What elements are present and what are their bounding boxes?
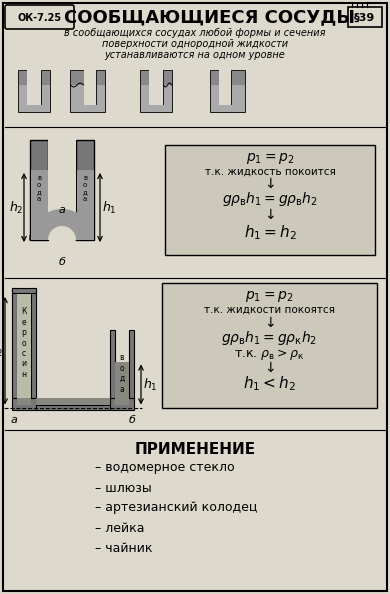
Bar [76,170,94,240]
Bar [163,70,172,105]
Bar [71,85,83,105]
Text: ОК-7.25: ОК-7.25 [18,13,62,23]
Bar [18,85,27,105]
Bar [149,70,163,105]
Bar [70,70,84,105]
Bar [18,105,50,112]
Bar [165,145,375,255]
Bar [210,70,219,105]
Bar [36,398,110,405]
Bar [41,85,50,105]
Bar [84,70,96,105]
Text: – водомерное стекло: – водомерное стекло [95,462,235,475]
Bar [12,288,17,398]
Text: – чайник: – чайник [95,542,152,555]
Text: б: б [58,257,66,267]
Text: поверхности однородной жидкости: поверхности однородной жидкости [102,39,288,49]
Polygon shape [30,208,94,240]
Text: §39: §39 [355,13,376,23]
Bar [232,85,245,105]
Bar [48,140,76,240]
Bar [231,70,245,105]
Text: $h_1$: $h_1$ [143,377,157,393]
Text: т.к. $\rho_{\rm в} > \rho_{\rm к}$: т.к. $\rho_{\rm в} > \rho_{\rm к}$ [234,346,305,362]
Bar [36,405,110,410]
Bar [110,398,134,410]
Text: $g\rho_{\rm в}h_1 = g\rho_{\rm к}h_2$: $g\rho_{\rm в}h_1 = g\rho_{\rm к}h_2$ [222,329,317,347]
Text: в
о
д
а: в о д а [83,175,87,202]
Text: $h_1 < h_2$: $h_1 < h_2$ [243,375,296,393]
Bar [140,85,149,105]
Bar [96,85,105,105]
Bar [211,85,218,105]
Text: СООБЩАЮЩИЕСЯ СОСУДЫ: СООБЩАЮЩИЕСЯ СОСУДЫ [64,8,356,26]
Bar [30,170,48,240]
Polygon shape [31,209,93,240]
Text: $p_1 = p_2$: $p_1 = p_2$ [246,151,294,166]
Text: $h_2$: $h_2$ [0,343,3,359]
Text: устанавливаются на одном уровне: устанавливаются на одном уровне [105,50,285,60]
Text: в
о
д
а: в о д а [37,175,41,202]
Bar [211,105,245,112]
Text: $h_1 = h_2$: $h_1 = h_2$ [243,224,296,242]
Text: – лейка: – лейка [95,522,145,535]
Text: $p_1 = p_2$: $p_1 = p_2$ [245,289,294,305]
Bar [12,288,36,293]
Bar [162,283,377,408]
Bar [71,105,105,112]
Bar [140,105,172,112]
Bar [18,70,27,105]
Text: ↓: ↓ [264,177,276,191]
Bar [110,330,115,400]
Bar [17,398,31,405]
Bar [115,362,129,398]
FancyBboxPatch shape [5,5,74,29]
Bar [163,85,172,105]
Bar [115,398,129,405]
Bar [17,294,31,398]
Text: в
о
д
а: в о д а [119,353,125,394]
Text: К
е
р
о
с
и
н: К е р о с и н [21,307,27,379]
Text: б: б [129,415,135,425]
Text: а: а [11,415,18,425]
Bar [76,140,94,240]
Bar [27,70,41,105]
Bar [140,105,172,112]
Text: – артезианский колодец: – артезианский колодец [95,501,257,514]
Bar [129,330,134,400]
Text: а: а [58,205,66,215]
Polygon shape [48,226,76,240]
Text: $h_1$: $h_1$ [102,200,116,216]
Bar [30,140,48,240]
Text: ↓: ↓ [264,208,276,222]
Bar [18,105,50,112]
Text: – шлюзы: – шлюзы [95,482,152,494]
Text: ↓: ↓ [264,316,275,330]
Bar [140,70,149,105]
Bar [96,70,105,105]
Bar [41,70,50,105]
Bar [210,105,245,112]
Text: в сообщающихся сосудах любой формы и сечения: в сообщающихся сосудах любой формы и сеч… [64,28,326,38]
Bar [219,70,231,105]
Bar [12,398,36,410]
Text: $g\rho_{\rm в}h_1 = g\rho_{\rm в}h_2$: $g\rho_{\rm в}h_1 = g\rho_{\rm в}h_2$ [222,190,318,208]
Text: $h_2$: $h_2$ [9,200,23,216]
Bar [31,288,36,398]
Bar [348,7,382,27]
Text: ПРИМЕНЕНИЕ: ПРИМЕНЕНИЕ [135,443,255,457]
Bar [70,105,105,112]
Text: т.к. жидкость покоится: т.к. жидкость покоится [205,167,335,177]
Text: ↓: ↓ [264,361,275,375]
Text: т.к. жидкости покоятся: т.к. жидкости покоятся [204,305,335,315]
